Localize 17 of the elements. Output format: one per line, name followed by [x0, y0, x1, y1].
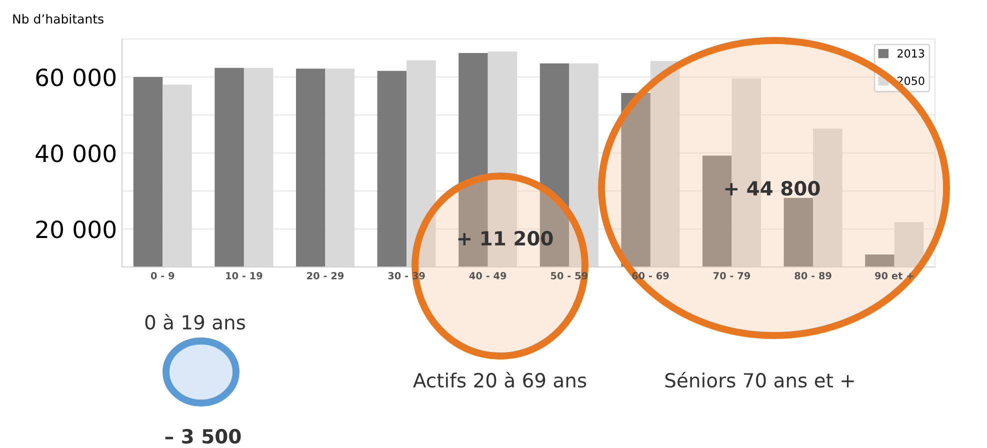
x-tick-label: 70 - 79: [713, 272, 750, 280]
x-tick-label: 40 - 49: [469, 272, 506, 280]
x-tick-label: 80 - 89: [794, 272, 832, 280]
text: Actifs 20 à 69 ans: [413, 372, 586, 388]
x-tick-label: 90 et +: [875, 272, 914, 280]
text: Séniors 70 ans et +: [665, 372, 854, 388]
annotation: + 44 800: [725, 180, 820, 196]
y-axis-title: Nb d’habitants: [13, 14, 104, 24]
text: 0 à 19 ans: [145, 314, 246, 330]
text: – 3 500: [165, 428, 241, 444]
y-tick-label: 60 000: [36, 68, 116, 86]
x-tick-label: 10 - 19: [226, 272, 262, 280]
x-tick-label: 20 - 29: [307, 272, 344, 280]
y-tick-label: 20 000: [36, 220, 116, 238]
x-tick-label: 0 - 9: [150, 272, 174, 280]
y-tick-label: 40 000: [36, 144, 116, 162]
legend-label: 2013: [898, 49, 924, 58]
